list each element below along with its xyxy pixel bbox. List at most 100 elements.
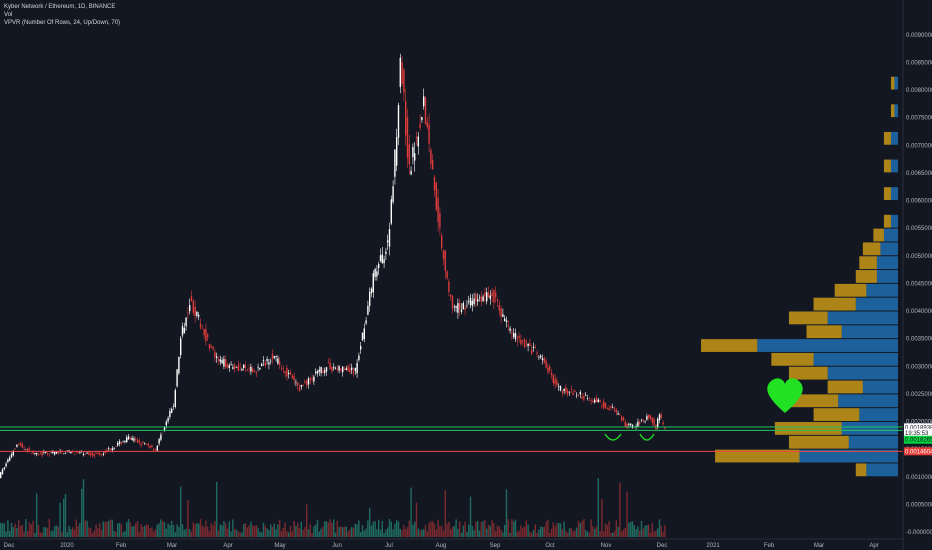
- candle-body: [100, 454, 103, 456]
- candle-body: [72, 452, 74, 453]
- volume-bar: [527, 524, 529, 537]
- volume-bar: [140, 524, 142, 537]
- candle-body: [396, 137, 398, 166]
- volume-bar: [484, 519, 486, 537]
- candle-body: [583, 396, 585, 400]
- volume-bar: [563, 521, 565, 537]
- volume-bar: [30, 524, 32, 537]
- volume-bar: [361, 525, 364, 537]
- volume-bar: [169, 525, 171, 537]
- symbol-title[interactable]: Kyber Network / Ethereum, 1D, BINANCE: [4, 4, 116, 10]
- volume-bar: [81, 488, 83, 537]
- volume-bar: [185, 528, 187, 537]
- candle-body: [210, 345, 212, 348]
- volume-bar: [192, 522, 194, 537]
- candle-body: [117, 442, 119, 446]
- price-axis-bg: [903, 0, 932, 550]
- volume-bar: [498, 526, 500, 537]
- candle-body: [635, 426, 637, 427]
- candle-body: [442, 250, 445, 259]
- candle-body: [604, 402, 607, 409]
- volume-bar: [442, 531, 445, 537]
- candle-body: [156, 445, 158, 451]
- candle-body: [426, 122, 428, 128]
- candle-body: [255, 371, 257, 374]
- volume-bar: [491, 520, 493, 537]
- candle-body: [581, 396, 583, 399]
- candle-body: [180, 338, 182, 356]
- volume-bar: [572, 531, 574, 537]
- price-tick-label: 0.0045000: [906, 281, 932, 287]
- volume-indicator-label[interactable]: Vol: [4, 12, 13, 18]
- volume-bar: [212, 525, 214, 537]
- candle-body: [469, 297, 472, 306]
- candle-body: [556, 380, 558, 386]
- candle-body: [538, 356, 540, 358]
- volume-bar: [266, 528, 268, 537]
- volume-bar: [529, 531, 531, 537]
- volume-bar: [522, 528, 524, 537]
- candle-body: [410, 170, 412, 175]
- volume-bar: [403, 525, 405, 537]
- candle-body: [37, 453, 40, 456]
- volume-bar: [621, 531, 623, 537]
- volume-bar: [495, 531, 497, 537]
- candle-body: [567, 390, 569, 394]
- volume-bar: [210, 522, 212, 537]
- volume-bar: [545, 521, 547, 537]
- time-axis[interactable]: Dec 2020 Feb Mar Apr May Jun Jul Aug Sep Oct Nov Dec…: [4, 543, 879, 549]
- candle-body: [77, 452, 79, 453]
- volume-bar: [86, 520, 88, 537]
- volume-bar: [394, 523, 396, 537]
- vp-down-bar: [890, 131, 898, 145]
- candle-body: [491, 292, 493, 296]
- volume-bar: [268, 530, 270, 537]
- volume-bar: [606, 525, 608, 537]
- candle-body: [342, 366, 344, 373]
- volume-bar: [214, 521, 216, 537]
- volume-bar: [18, 520, 20, 537]
- volume-bar: [154, 529, 157, 537]
- candle-body: [606, 408, 608, 409]
- candle-body: [455, 306, 457, 308]
- volume-bar: [162, 521, 164, 537]
- volume-bar: [626, 491, 628, 537]
- candle-body: [122, 441, 124, 443]
- candle-body: [408, 144, 410, 165]
- time-tick-label: Aug: [436, 543, 447, 549]
- volume-bar: [327, 522, 329, 537]
- volume-bar: [198, 523, 200, 537]
- volume-bar: [356, 524, 358, 537]
- volume-bar: [216, 481, 218, 537]
- volume-bar: [637, 526, 639, 537]
- candle-body: [457, 303, 459, 313]
- volume-bar: [221, 525, 223, 537]
- volume-bar: [514, 519, 517, 537]
- candle-body: [446, 271, 448, 279]
- candle-body: [205, 329, 207, 342]
- vp-up-bar: [883, 159, 891, 173]
- candle-body: [82, 453, 85, 455]
- candle-body: [18, 444, 20, 445]
- volume-bar: [237, 531, 239, 537]
- volume-bar: [567, 532, 569, 537]
- volume-bar: [196, 523, 198, 537]
- candle-body: [520, 339, 522, 344]
- volume-bar: [385, 529, 387, 537]
- candle-body: [295, 382, 297, 384]
- vpvr-indicator-label[interactable]: VPVR (Number Of Rows, 24, Up/Down, 70): [4, 20, 121, 26]
- price-axis[interactable]: 0.0090000 0.0085000 0.0080000 0.0075000 0.00…: [906, 33, 932, 536]
- candle-body: [360, 346, 362, 350]
- candle-body: [0, 472, 2, 479]
- candle-body: [181, 326, 184, 336]
- volume-bar: [12, 527, 14, 537]
- volume-bar: [349, 529, 351, 537]
- candle-body: [352, 371, 355, 374]
- volume-bar: [45, 527, 47, 537]
- candle-body: [241, 369, 243, 371]
- candle-body: [196, 311, 198, 316]
- volume-bar: [309, 524, 311, 537]
- volume-bar: [282, 528, 284, 537]
- candle-body: [601, 405, 603, 407]
